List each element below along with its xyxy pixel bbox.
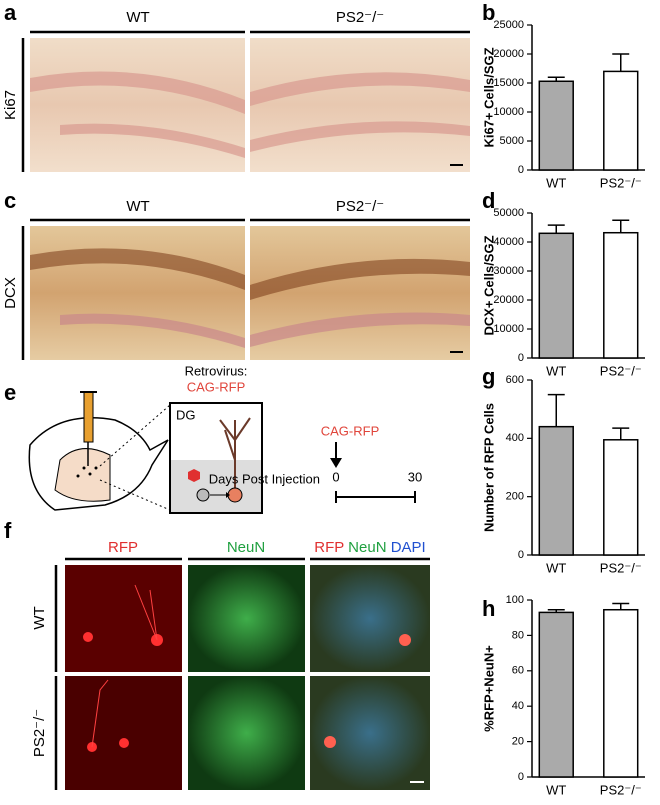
bar [603,608,639,778]
y-tick-label: 0 [518,164,524,176]
y-tick-label: 400 [506,432,524,444]
diagram-text: Days Post Injection [209,471,320,486]
diagram-text: 30 [408,469,422,484]
column-label: PS2⁻/⁻ [336,9,384,26]
panel-label: e [4,380,16,405]
y-axis-label: DCX+ Cells/SGZ [481,235,496,335]
micrograph [30,226,245,360]
y-tick-label: 20000 [493,48,524,60]
panel-label: g [482,364,495,389]
micrograph [65,676,182,790]
y-axis-label: Ki67+ Cells/SGZ [481,47,496,147]
y-tick-label: 50000 [493,207,524,219]
y-tick-label: 15000 [493,77,524,89]
column-label: WT [126,9,149,26]
panel-label: h [482,596,495,621]
panel-label: a [4,0,17,25]
panel-label: d [482,188,495,213]
bar [538,232,574,359]
row-label: PS2⁻/⁻ [31,709,48,757]
panel-label: b [482,0,495,25]
bar [603,439,639,556]
diagram-text: DG [176,407,196,422]
column-label: PS2⁻/⁻ [336,198,384,215]
column-label: RFP [108,539,138,556]
y-tick-label: 60 [512,665,524,677]
y-tick-label: 20 [512,736,524,748]
bar [603,231,639,359]
micrograph [310,676,430,790]
y-tick-label: 25000 [493,19,524,31]
diagram-text: 0 [332,469,339,484]
panel-label: c [4,188,16,213]
micrograph [250,226,470,360]
micrograph [250,38,470,172]
diagram-text: CAG-RFP [321,423,380,438]
bar [603,70,639,171]
x-tick-label: PS2⁻/⁻ [600,175,642,190]
x-tick-label: WT [546,560,566,575]
y-tick-label: 80 [512,629,524,641]
y-tick-label: 30000 [493,265,524,277]
y-tick-label: 100 [506,594,524,606]
y-tick-label: 40000 [493,236,524,248]
y-axis-label: Number of RFP Cells [481,403,496,532]
micrograph [188,676,305,790]
y-tick-label: 10000 [493,106,524,118]
y-axis-label: %RFP+NeuN+ [481,645,496,732]
y-tick-label: 0 [518,771,524,783]
row-label: WT [31,606,48,629]
y-tick-label: 0 [518,549,524,561]
x-tick-label: PS2⁻/⁻ [600,560,642,575]
column-label: NeuN [227,539,265,556]
merge-word: NeuN [348,539,386,556]
y-tick-label: 40 [512,700,524,712]
column-label: WT [126,198,149,215]
micrograph [30,38,245,172]
diagram-text: Retrovirus: [185,363,248,378]
micrograph [188,565,305,672]
micrograph [65,565,182,672]
bar [538,611,574,778]
y-tick-label: 600 [506,374,524,386]
x-tick-label: PS2⁻/⁻ [600,782,642,797]
panel-label: f [4,518,12,543]
x-tick-label: WT [546,363,566,378]
micrograph [310,565,430,672]
x-tick-label: WT [546,175,566,190]
row-label: DCX [2,277,19,309]
merge-word: RFP [314,539,344,556]
x-tick-label: PS2⁻/⁻ [600,363,642,378]
diagram-text: CAG-RFP [187,379,246,394]
row-label: Ki67 [2,90,19,120]
y-tick-label: 20000 [493,294,524,306]
y-tick-label: 5000 [500,135,524,147]
merge-label: RFP NeuN DAPI [314,539,425,556]
bar [538,80,574,171]
x-tick-label: WT [546,782,566,797]
y-tick-label: 0 [518,352,524,364]
y-tick-label: 10000 [493,323,524,335]
bar [538,425,574,556]
merge-word: DAPI [391,539,426,556]
y-tick-label: 200 [506,491,524,503]
